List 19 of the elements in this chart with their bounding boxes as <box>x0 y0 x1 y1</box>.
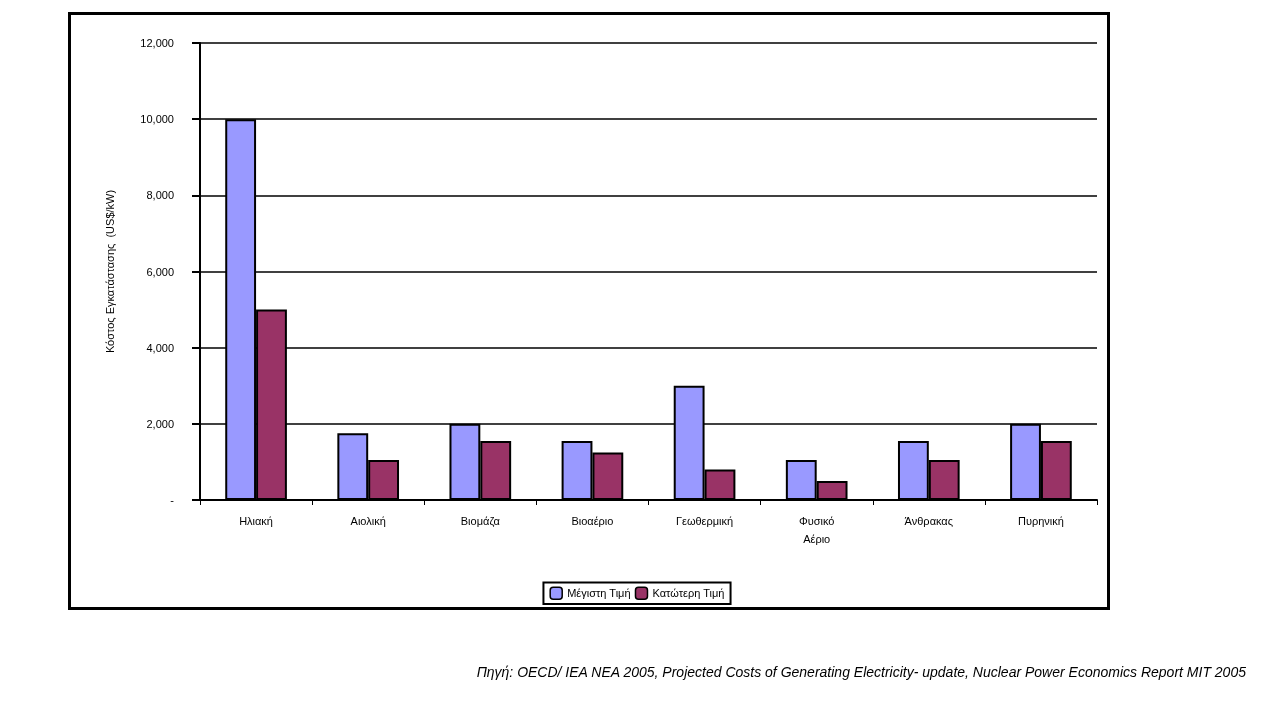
legend-label: Κατώτερη Τιμή <box>652 587 725 600</box>
x-tick-label: Βιοαέριο <box>571 515 614 527</box>
y-tick-label: 12,000 <box>140 37 174 49</box>
x-tick-label: Πυρηνική <box>1017 515 1064 527</box>
x-tick-label: Φυσικό Αέριο <box>798 515 835 545</box>
x-tick-label: Γεωθερμική <box>675 515 734 527</box>
y-tick-label: 4,000 <box>146 341 174 354</box>
y-tick-label: 8,000 <box>146 189 174 202</box>
x-tick-label: Άνθρακας <box>904 515 954 527</box>
x-tick-label: Βιομάζα <box>460 515 501 527</box>
legend-label: Μέγιστη Τιμή <box>567 587 631 600</box>
y-tick-label: - <box>170 494 175 506</box>
y-tick-label: 10,000 <box>140 113 174 126</box>
y-tick-label: 6,000 <box>146 265 174 278</box>
y-axis-title: Κόστος Εγκατάστασης (US$/kW) <box>103 189 116 354</box>
x-tick-label: Ηλιακή <box>239 515 273 527</box>
text: Πηγή: OECD/ IEA NEA 2005, Projected Costs of Generating Electricity- update, Nuclear Power Economics Report MIT 2005 <box>476 664 1247 680</box>
x-tick-label: Αιολική <box>350 515 386 527</box>
y-tick-label: 2,000 <box>146 417 174 430</box>
